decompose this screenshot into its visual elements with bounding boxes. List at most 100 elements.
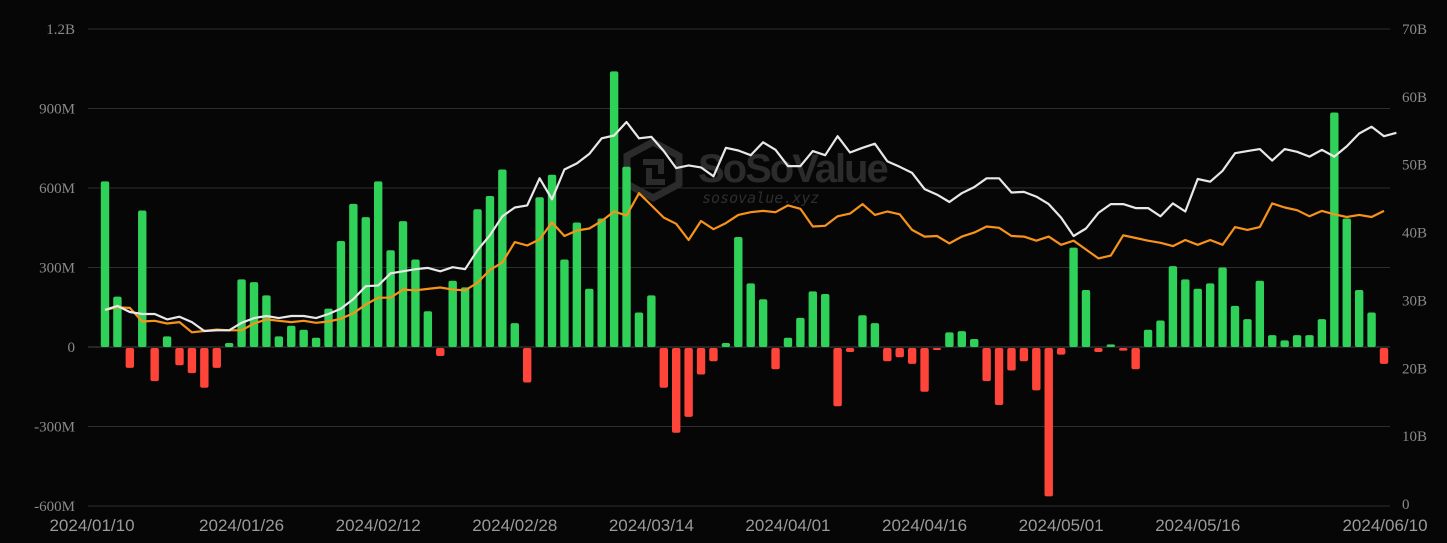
inflow-bar	[1354, 290, 1364, 347]
inflow-bar	[746, 283, 755, 347]
inflow-bar	[758, 299, 768, 347]
inflow-bar	[535, 197, 544, 347]
outflow-bar	[1032, 348, 1041, 391]
left-tick-label: -300M	[34, 420, 75, 436]
inflow-bar	[311, 337, 321, 347]
x-tick-label: 2024/01/10	[49, 516, 134, 535]
outflow-bar	[125, 348, 135, 368]
right-tick-label: 10B	[1402, 429, 1427, 445]
outflow-bar	[436, 348, 445, 356]
outflow-bar	[709, 348, 718, 362]
inflow-bar	[1305, 335, 1314, 347]
inflow-bar	[1218, 267, 1227, 347]
inflow-bar	[634, 312, 644, 347]
inflow-bar	[870, 323, 880, 347]
inflow-bar	[1317, 319, 1327, 347]
inflow-bar	[560, 259, 569, 347]
inflow-bar	[821, 294, 830, 347]
inflow-bar	[572, 222, 582, 347]
left-tick-label: 900M	[39, 102, 75, 118]
outflow-bar	[212, 348, 221, 368]
x-tick-label: 2024/02/12	[336, 516, 421, 535]
outflow-bar	[920, 348, 929, 392]
inflow-bar	[945, 332, 954, 347]
left-tick-label: 600M	[39, 181, 75, 197]
inflow-bar	[138, 210, 147, 347]
outflow-bar	[522, 348, 532, 383]
inflow-bar	[970, 339, 979, 347]
watermark: SoSoValue sosovalue.xyz	[623, 138, 889, 207]
outflow-bar	[833, 348, 842, 407]
inflow-bar	[597, 218, 606, 347]
outflow-bar	[684, 348, 693, 417]
inflow-bar	[162, 336, 172, 347]
inflow-bar	[1069, 247, 1078, 347]
outflow-bar	[932, 348, 942, 350]
total-net-assets-line	[104, 120, 1397, 333]
inflow-bar	[1205, 283, 1215, 347]
outflow-bar	[1119, 348, 1128, 351]
inflow-bar	[249, 282, 259, 347]
outflow-bar	[659, 348, 668, 388]
inflow-bar	[585, 288, 594, 347]
cumulative-inflow-line	[104, 192, 1385, 334]
inflow-bar	[411, 259, 420, 347]
inflow-bar	[113, 296, 122, 347]
right-tick-label: 40B	[1402, 226, 1427, 242]
left-tick-label: 0	[68, 340, 76, 356]
sosovalue-logo-icon	[623, 138, 683, 202]
outflow-bar	[883, 348, 892, 362]
outflow-bar	[200, 348, 209, 388]
watermark-brand: SoSoValue	[698, 147, 887, 191]
inflow-bar	[808, 291, 817, 347]
inflow-bar	[1168, 266, 1178, 347]
inflow-bar	[423, 311, 433, 347]
inflow-bar	[349, 203, 358, 347]
right-tick-label: 0	[1402, 497, 1410, 513]
left-tick-label: 300M	[39, 261, 75, 277]
outflow-bar	[907, 348, 917, 364]
inflow-bar	[361, 217, 370, 347]
inflow-bar	[460, 287, 470, 347]
x-tick-label: 2024/04/01	[745, 516, 830, 535]
inflow-bar	[1143, 329, 1153, 347]
inflow-bar	[1367, 312, 1376, 347]
right-tick-label: 20B	[1402, 361, 1427, 377]
inflow-bar	[609, 71, 619, 348]
inflow-bar	[1181, 279, 1190, 347]
inflow-bar	[1081, 290, 1091, 347]
right-tick-label: 30B	[1402, 293, 1427, 309]
left-tick-label: -600M	[34, 499, 75, 515]
inflow-bar	[473, 209, 482, 347]
outflow-bar	[895, 348, 904, 358]
inflow-bar	[721, 343, 731, 347]
x-tick-label: 2024/02/28	[472, 516, 557, 535]
outflow-bar	[175, 348, 184, 366]
outflow-bar	[1007, 348, 1016, 371]
right-tick-label: 60B	[1402, 90, 1427, 106]
inflow-bar	[1106, 344, 1116, 347]
inflow-bar	[448, 280, 457, 347]
inflow-bar	[647, 295, 656, 347]
inflow-bar	[237, 279, 246, 347]
outflow-bar	[1131, 348, 1140, 370]
inflow-bar	[547, 174, 557, 347]
inflow-bar	[1330, 112, 1339, 347]
outflow-bar	[696, 348, 706, 375]
right-axis: 70B 60B 50B 40B 30B 20B 10B 0	[1402, 22, 1427, 513]
x-tick-label: 2024/04/16	[882, 516, 967, 535]
outflow-bar	[994, 348, 1004, 405]
x-tick-label: 2024/03/14	[609, 516, 694, 535]
right-tick-label: 70B	[1402, 22, 1427, 38]
outflow-bar	[845, 348, 855, 352]
inflow-bars	[100, 71, 1389, 497]
x-tick-label: 2024/05/01	[1019, 516, 1104, 535]
inflow-bar	[373, 181, 383, 347]
outflow-bar	[771, 348, 780, 370]
inflow-bar	[1342, 218, 1351, 347]
inflow-bar	[100, 181, 110, 347]
outflow-bar	[982, 348, 991, 382]
outflow-bar	[1056, 348, 1066, 355]
